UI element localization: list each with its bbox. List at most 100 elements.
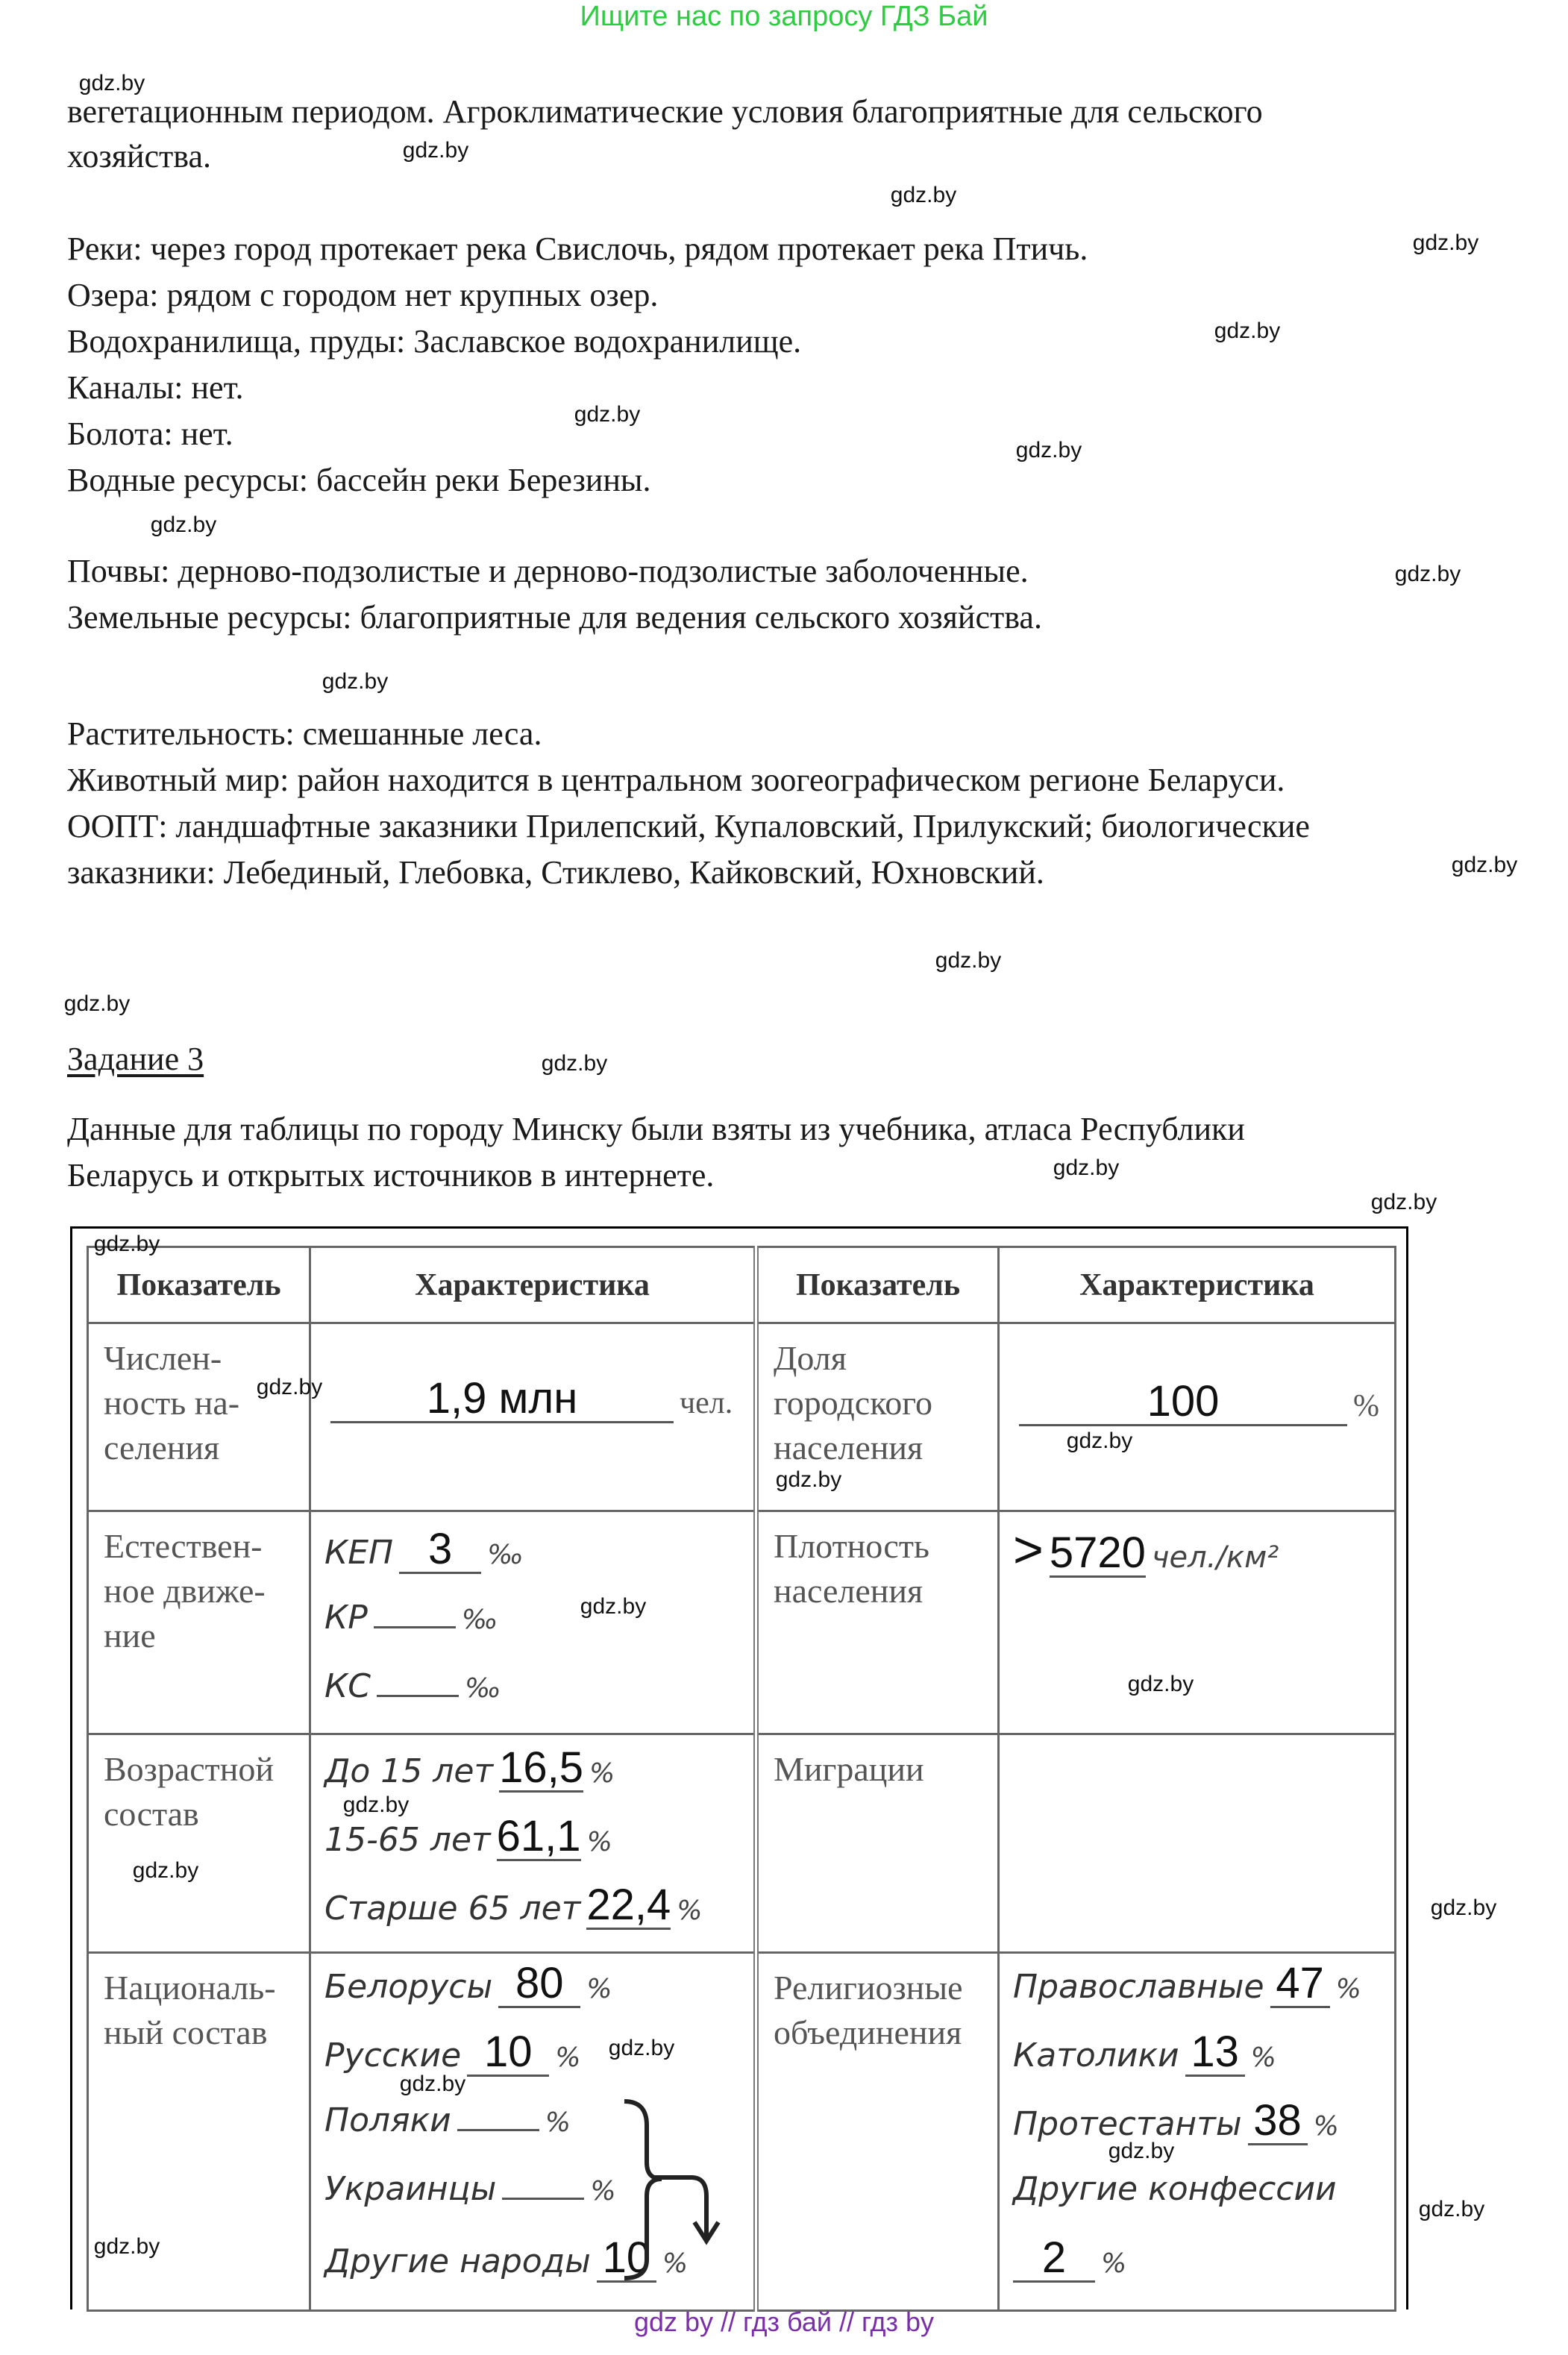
watermark: gdz.by	[1053, 1155, 1120, 1180]
watermark: gdz.by	[256, 1375, 323, 1399]
age-group-unit: %	[589, 1758, 615, 1789]
religion-unit: %	[1101, 2248, 1127, 2279]
urban-share-value: 100	[1019, 1379, 1347, 1426]
religion-unit: %	[1335, 1974, 1361, 2004]
nationality-name: Русские	[324, 2036, 462, 2075]
density-value: 5720	[1049, 1528, 1146, 1578]
kep-label: КЕП	[324, 1534, 394, 1572]
text-line: Каналы: нет.	[67, 369, 244, 406]
watermark: gdz.by	[1394, 562, 1461, 586]
nationality-name: Поляки	[324, 2101, 451, 2139]
nationality-unit: %	[545, 2107, 571, 2138]
text-line: Водохранилища, пруды: Заславское водохра…	[67, 323, 802, 360]
text-line: Озера: рядом с городом нет крупных озер.	[67, 277, 659, 313]
religion-value: 2	[1013, 2236, 1095, 2283]
nationality-label: Националь-ный состав	[104, 1969, 276, 2051]
density-unit: чел./км²	[1151, 1540, 1279, 1575]
text-line: Животный мир: район находится в централь…	[67, 762, 1285, 798]
ks-unit: ‰	[464, 1673, 501, 1704]
text-line: Реки: через город протекает река Свислоч…	[67, 231, 1088, 267]
watermark: gdz.by	[1066, 1429, 1133, 1453]
religion-value: 13	[1185, 2030, 1245, 2077]
header-characteristic: Характеристика	[997, 1246, 1396, 1324]
religion-unit: %	[1313, 2111, 1339, 2142]
age-group-label: Старше 65 лет	[324, 1890, 581, 1928]
nationality-value	[502, 2198, 585, 2200]
text-line: Болота: нет.	[67, 416, 233, 452]
header-indicator: Показатель	[87, 1246, 311, 1324]
religion-name: Католики	[1013, 2036, 1179, 2075]
watermark: gdz.by	[93, 2234, 160, 2259]
table-frame	[70, 1226, 1408, 2309]
watermark: gdz.by	[342, 1793, 410, 1817]
nationality-unit: %	[590, 2176, 616, 2207]
watermark: gdz.by	[93, 1232, 160, 1256]
nationality-unit: %	[662, 2248, 689, 2279]
watermark: gdz.by	[1015, 438, 1082, 462]
table-row: Числен-ность на-селения 1,9 млн чел. Доля…	[87, 1322, 1396, 1512]
watermark: gdz.by	[1430, 1895, 1497, 1920]
migration-label: Миграции	[774, 1750, 924, 1788]
text-line: заказники: Лебединый, Глебовка, Стиклево…	[67, 854, 1044, 891]
nationality-name: Белорусы	[324, 1968, 493, 2006]
religion-label: Религиозные объединения	[774, 1969, 963, 2051]
religion-name: Протестанты	[1013, 2105, 1242, 2143]
text-line: хозяйства.	[67, 138, 211, 175]
watermark: gdz.by	[63, 991, 131, 1016]
greater-than-sign: >	[1013, 1520, 1044, 1578]
age-group-value: 16,5	[499, 1743, 583, 1793]
table-row: Возрастной состав До 15 лет 16,5% 15-65 л…	[87, 1733, 1396, 1954]
urban-share-label: Доля городского населения	[774, 1339, 932, 1467]
watermark: gdz.by	[935, 948, 1002, 973]
watermark: gdz.by	[132, 1858, 199, 1883]
watermark: gdz.by	[78, 71, 145, 95]
urban-share-unit: %	[1353, 1389, 1379, 1423]
kr-unit: ‰	[461, 1605, 498, 1635]
data-table: Показатель Характеристика Показатель Хар…	[87, 1246, 1396, 2312]
nationality-unit: %	[586, 1974, 612, 2004]
kr-value	[373, 1626, 456, 1628]
ks-value	[376, 1695, 459, 1697]
age-group-unit: %	[677, 1895, 703, 1926]
header-indicator: Показатель	[753, 1246, 1000, 1324]
watermark: gdz.by	[1412, 231, 1479, 255]
watermark: gdz.by	[1108, 2139, 1175, 2163]
header-characteristic: Характеристика	[309, 1246, 757, 1324]
text-line: Растительность: смешанные леса.	[67, 715, 542, 752]
intro-line: Данные для таблицы по городу Минску были…	[67, 1111, 1245, 1147]
watermark: gdz.by	[1418, 2197, 1485, 2221]
age-group-label: 15-65 лет	[324, 1821, 491, 1859]
task-title: Задание 3	[67, 1041, 204, 1077]
search-banner[interactable]: Ищите нас по запросу ГДЗ Бай	[580, 1, 988, 32]
footer-link[interactable]: gdz by // гдз бай // гдз by	[633, 2307, 935, 2337]
text-line: Земельные ресурсы: благоприятные для вед…	[67, 599, 1042, 636]
religion-unit: %	[1250, 2042, 1276, 2073]
age-group-label: До 15 лет	[324, 1752, 494, 1790]
watermark: gdz.by	[399, 2072, 466, 2096]
watermark: gdz.by	[402, 138, 469, 163]
watermark: gdz.by	[890, 183, 957, 207]
watermark: gdz.by	[574, 402, 641, 427]
table-header-row: Показатель Характеристика Показатель Хар…	[87, 1246, 1396, 1324]
watermark: gdz.by	[1127, 1672, 1194, 1696]
watermark: gdz.by	[150, 512, 217, 537]
watermark: gdz.by	[322, 669, 389, 694]
age-label: Возрастной состав	[104, 1750, 275, 1833]
ks-label: КС	[324, 1667, 371, 1705]
age-group-unit: %	[586, 1827, 612, 1857]
density-label: Плотность населения	[774, 1527, 929, 1610]
natural-movement-label: Естествен-ное движе-ние	[104, 1527, 266, 1655]
table-row: Националь-ный состав Белорусы 80% Русские…	[87, 1951, 1396, 2312]
kr-label: КР	[324, 1599, 368, 1637]
population-unit: чел.	[680, 1386, 733, 1420]
watermark: gdz.by	[1370, 1190, 1437, 1214]
age-group-value: 61,1	[496, 1812, 581, 1861]
religion-value: 38	[1247, 2098, 1308, 2145]
nationality-name: Украинцы	[324, 2170, 497, 2208]
kep-unit: ‰	[487, 1540, 524, 1570]
nationality-value	[457, 2129, 539, 2131]
text-line: Почвы: дерново-подзолистые и дерново-под…	[67, 553, 1029, 589]
religion-name: Другие конфессии	[1013, 2170, 1337, 2208]
text-line: вегетационным периодом. Агроклиматически…	[67, 93, 1263, 130]
nationality-name: Другие народы	[324, 2242, 591, 2280]
